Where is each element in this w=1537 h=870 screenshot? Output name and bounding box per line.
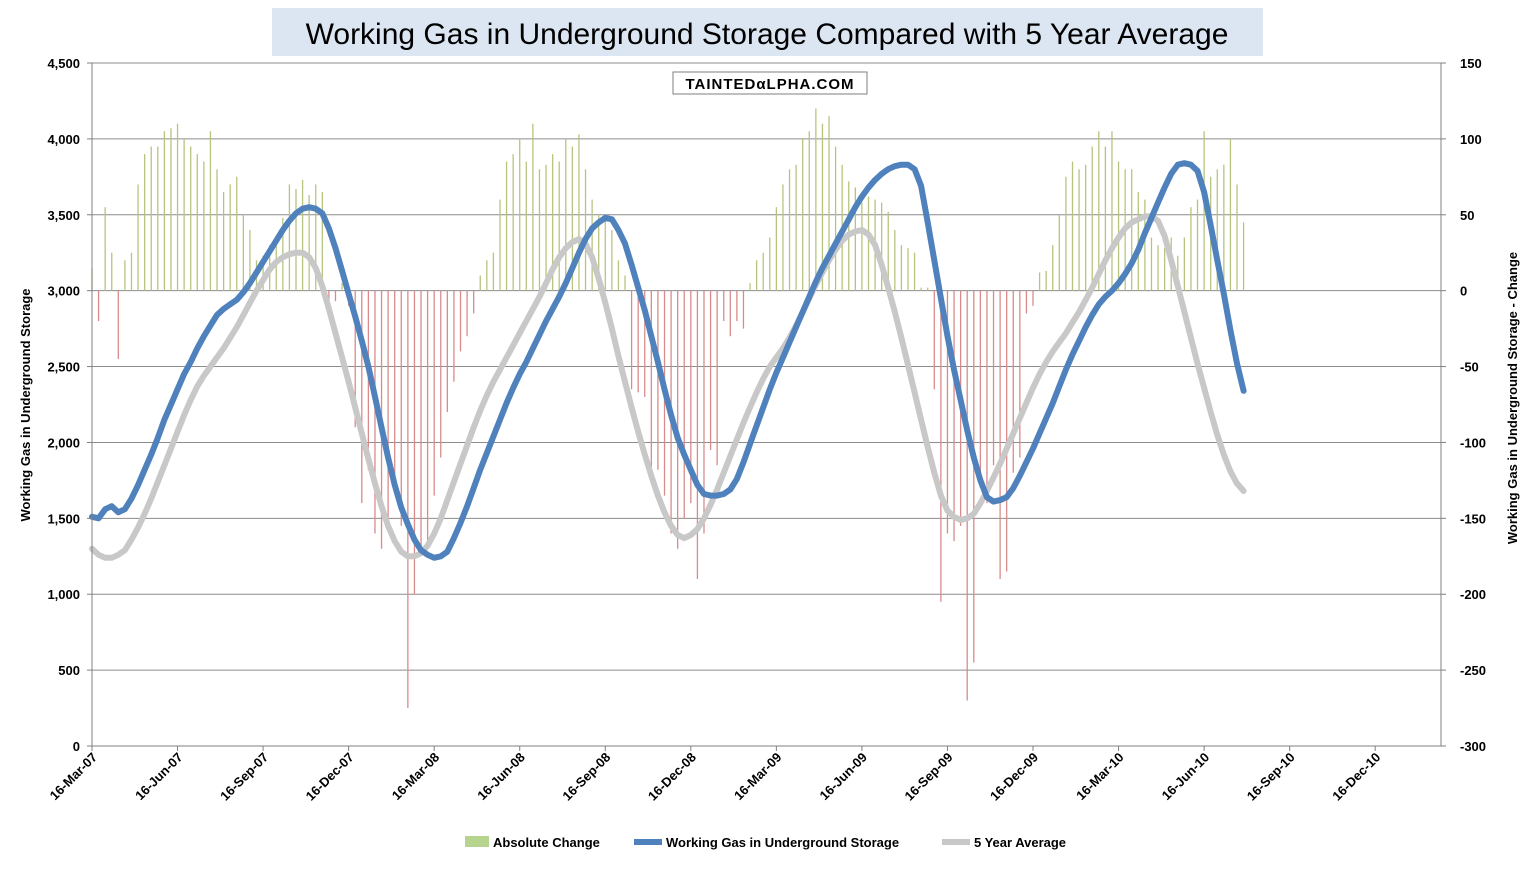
x-tick-label: 16-Jun-08 bbox=[474, 750, 528, 804]
x-tick-label: 16-Sep-07 bbox=[217, 750, 271, 804]
y-right-axis-title: Working Gas in Underground Storage - Cha… bbox=[1505, 252, 1520, 544]
chart-title: Working Gas in Underground Storage Compa… bbox=[306, 18, 1229, 51]
x-tick-label: 16-Jun-10 bbox=[1159, 750, 1213, 804]
left-tick-label: 4,500 bbox=[47, 56, 80, 71]
x-tick-label: 16-Jun-09 bbox=[817, 750, 871, 804]
x-tick-label: 16-Dec-10 bbox=[1329, 750, 1383, 804]
x-axis-ticks: 16-Mar-07 16-Jun-07 16-Sep-07 16-Dec-07 16-M… bbox=[47, 746, 1383, 804]
left-tick-label: 3,000 bbox=[47, 284, 80, 299]
right-tick-label: -250 bbox=[1460, 663, 1486, 678]
legend-label-average: 5 Year Average bbox=[974, 835, 1066, 850]
gridlines bbox=[92, 62, 1441, 671]
x-tick-label: 16-Sep-10 bbox=[1244, 750, 1298, 804]
legend: Absolute Change Working Gas in Undergrou… bbox=[465, 835, 1066, 850]
x-tick-label: 16-Sep-08 bbox=[559, 750, 613, 804]
watermark-box bbox=[672, 71, 868, 95]
x-tick-label: 16-Mar-08 bbox=[389, 750, 443, 804]
x-tick-label: 16-Jun-07 bbox=[132, 750, 186, 804]
left-tick-label: 2,500 bbox=[47, 360, 80, 375]
right-tick-label: 50 bbox=[1460, 208, 1474, 223]
watermark-text: TAINTEDαLPHA.COM bbox=[685, 76, 854, 93]
right-tick-label: 0 bbox=[1460, 284, 1467, 299]
legend-label-change: Absolute Change bbox=[493, 835, 600, 850]
x-tick-label: 16-Mar-07 bbox=[47, 750, 101, 804]
storage-line bbox=[89, 160, 1247, 561]
title-background bbox=[272, 8, 1263, 56]
legend-label-storage: Working Gas in Underground Storage bbox=[666, 835, 899, 850]
watermark: TAINTEDαLPHA.COM bbox=[672, 71, 868, 95]
left-tick-label: 4,000 bbox=[47, 132, 80, 147]
x-tick-label: 16-Mar-10 bbox=[1073, 750, 1127, 804]
x-tick-label: 16-Dec-08 bbox=[645, 750, 699, 804]
x-tick-label: 16-Sep-09 bbox=[902, 750, 956, 804]
x-tick-label: 16-Dec-09 bbox=[987, 750, 1041, 804]
right-axis-ticks: -300 -250 -200 -150 -100 -50 0 50 100 150 bbox=[1441, 56, 1486, 754]
left-tick-label: 1,500 bbox=[47, 511, 80, 526]
left-axis-ticks: 0 500 1,000 1,500 2,000 2,500 3,000 3,500 4,000 4… bbox=[47, 56, 92, 754]
y-left-axis-title: Working Gas in Underground Storage bbox=[18, 288, 33, 521]
right-tick-label: -100 bbox=[1460, 435, 1486, 450]
legend-swatch-change bbox=[465, 836, 489, 847]
left-tick-label: 500 bbox=[58, 663, 80, 678]
x-tick-label: 16-Dec-07 bbox=[303, 750, 357, 804]
right-tick-label: -50 bbox=[1460, 360, 1479, 375]
right-tick-label: 150 bbox=[1460, 56, 1482, 71]
right-tick-label: 100 bbox=[1460, 132, 1482, 147]
right-tick-label: -300 bbox=[1460, 739, 1486, 754]
right-tick-label: -150 bbox=[1460, 511, 1486, 526]
x-tick-label: 16-Mar-09 bbox=[731, 750, 785, 804]
left-tick-label: 1,000 bbox=[47, 587, 80, 602]
left-tick-label: 0 bbox=[73, 739, 80, 754]
right-tick-label: -200 bbox=[1460, 587, 1486, 602]
five-year-average-line bbox=[89, 213, 1247, 561]
left-tick-label: 2,000 bbox=[47, 435, 80, 450]
left-tick-label: 3,500 bbox=[47, 208, 80, 223]
